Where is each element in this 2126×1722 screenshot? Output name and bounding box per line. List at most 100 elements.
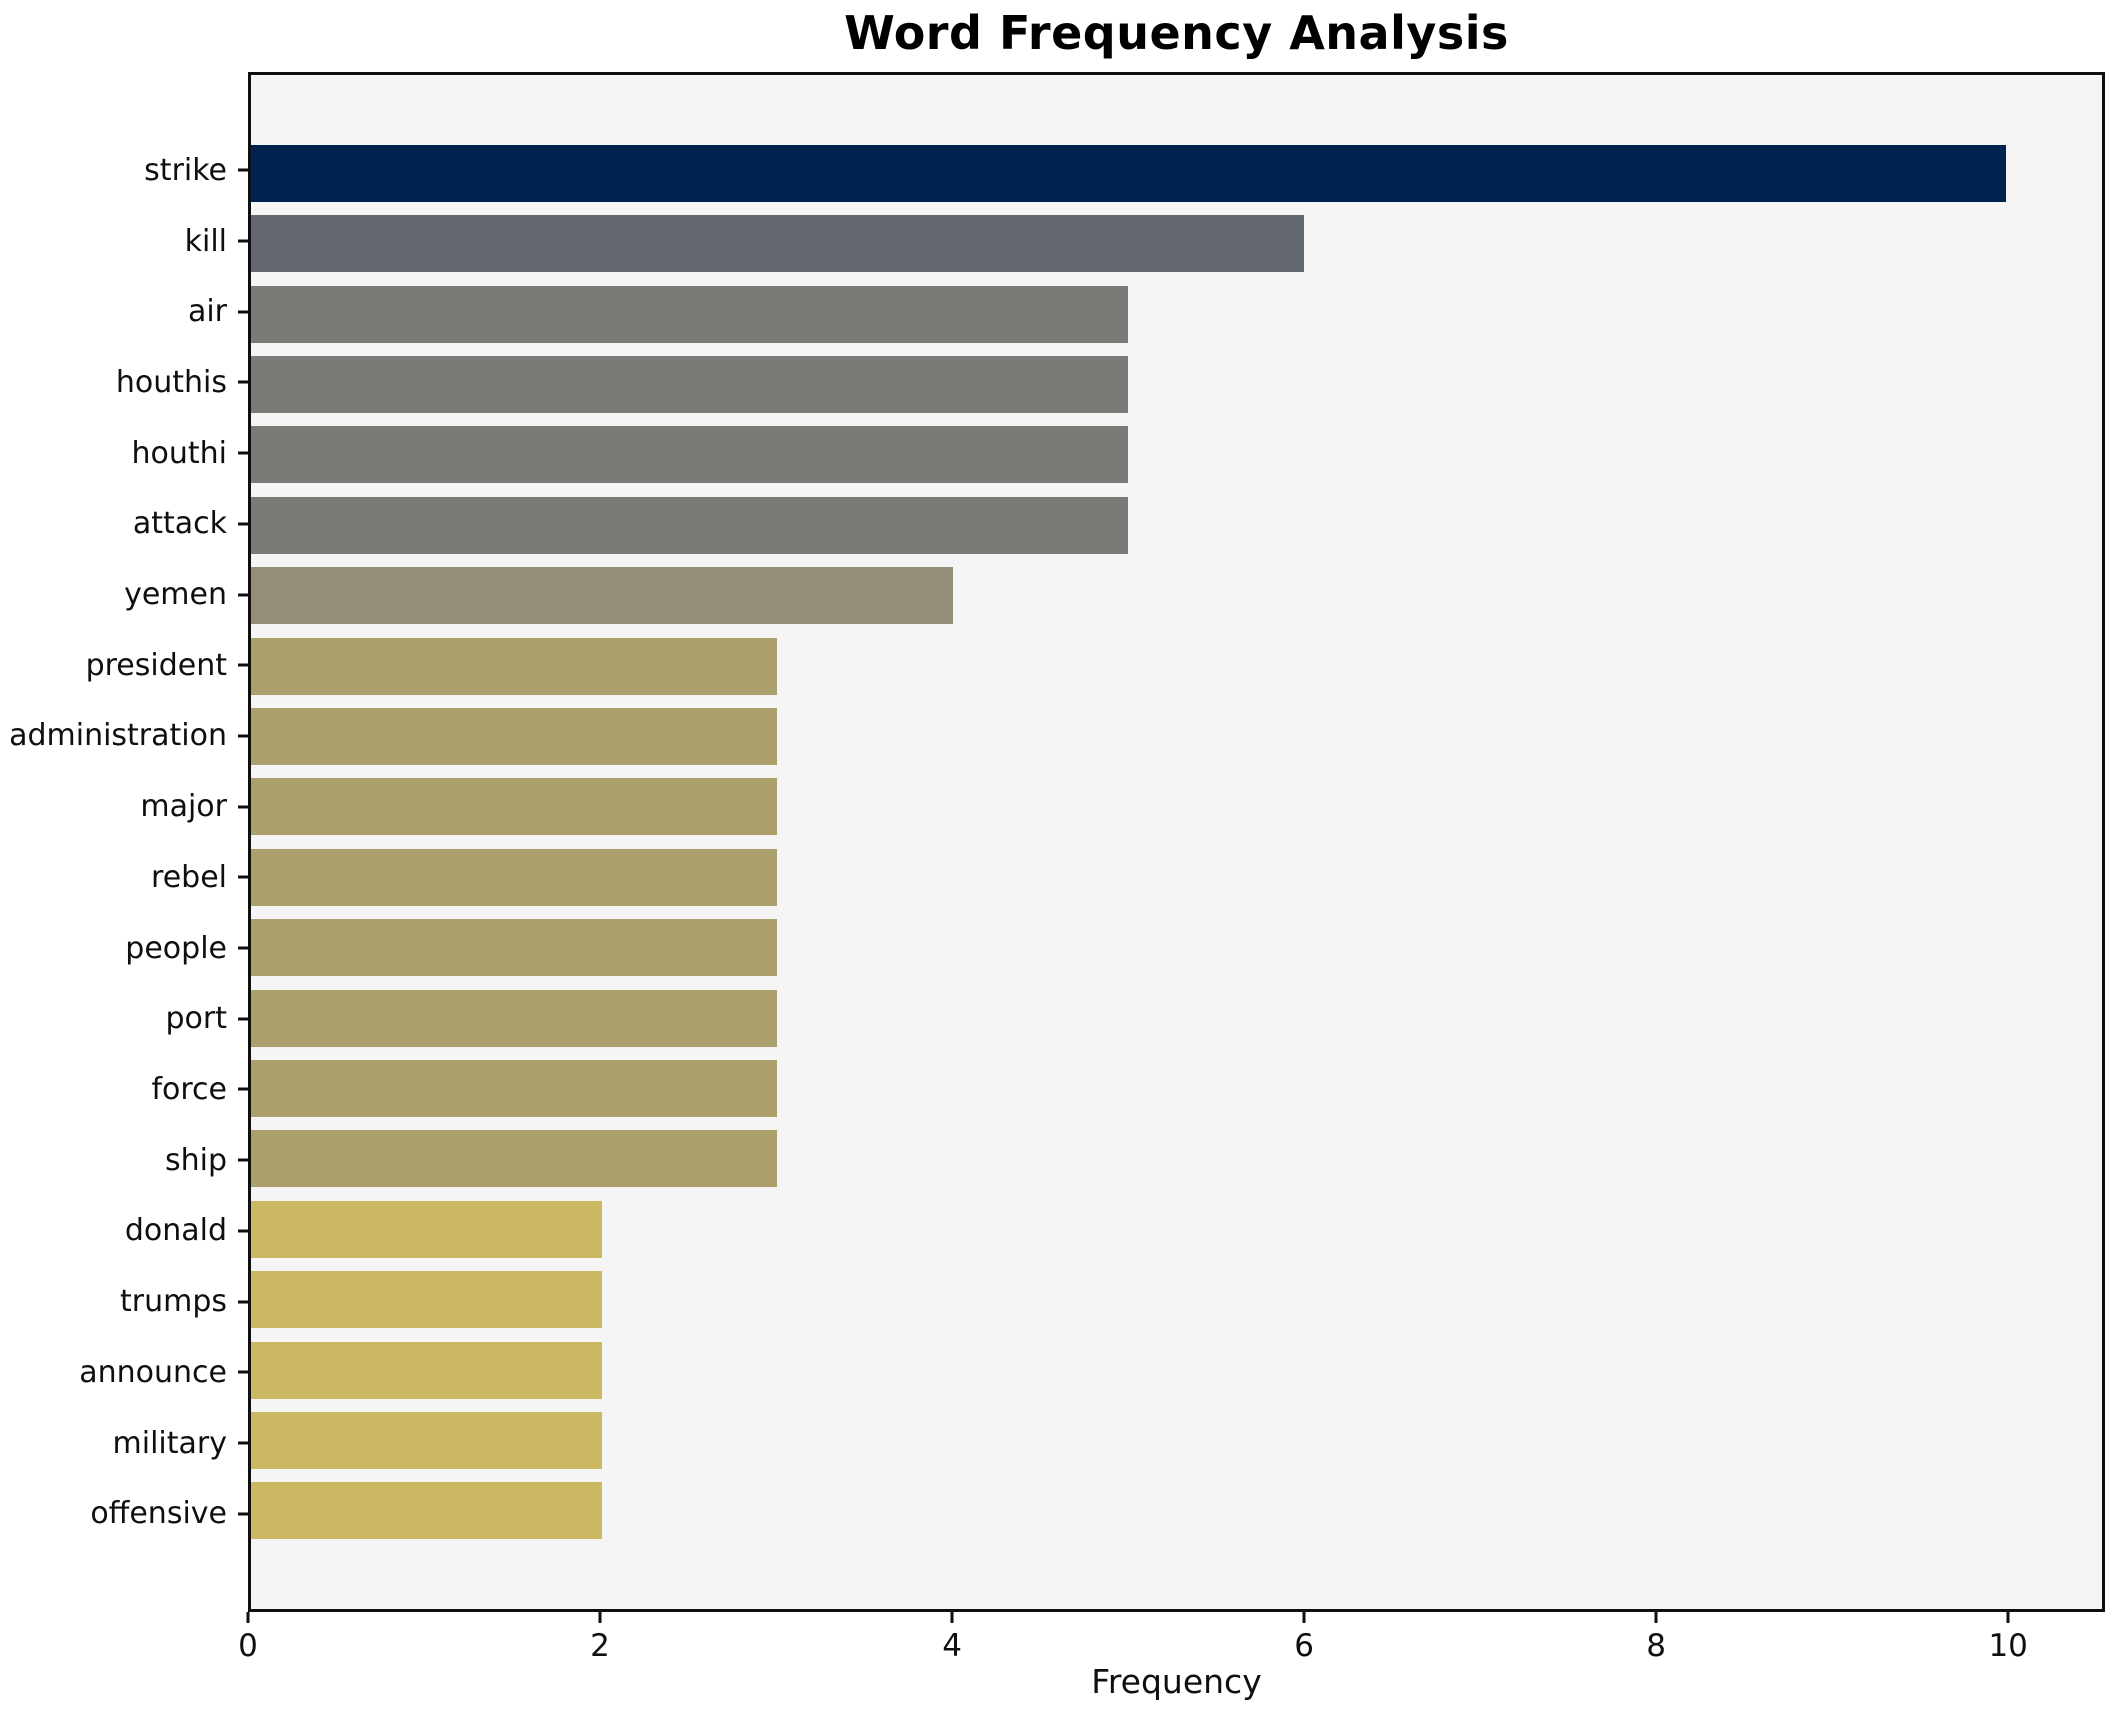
bar-donald <box>251 1200 602 1258</box>
y-tick-label-yemen: yemen <box>124 577 227 613</box>
y-label-row-people: people <box>0 913 248 984</box>
y-tick-label-donald: donald <box>124 1213 227 1249</box>
bar-row-major <box>251 772 2102 842</box>
y-label-row-air: air <box>0 276 248 347</box>
y-tick-label-military: military <box>112 1425 227 1461</box>
y-label-row-administration: administration <box>0 701 248 772</box>
y-tick-mark <box>238 168 248 172</box>
bar-row-yemen <box>251 560 2102 630</box>
x-tick-label-4: 4 <box>942 1628 962 1664</box>
y-tick-label-rebel: rebel <box>151 859 227 895</box>
bar-row-houthis <box>251 349 2102 419</box>
y-label-row-kill: kill <box>0 206 248 277</box>
bar-offensive <box>251 1482 602 1540</box>
y-tick-mark <box>238 1229 248 1233</box>
y-tick-label-ship: ship <box>164 1142 227 1178</box>
y-tick-mark <box>238 1441 248 1445</box>
y-tick-mark <box>238 239 248 243</box>
y-tick-label-president: president <box>85 647 227 683</box>
y-tick-label-kill: kill <box>184 223 227 259</box>
y-label-row-announce: announce <box>0 1337 248 1408</box>
bar-row-announce <box>251 1335 2102 1405</box>
y-label-row-donald: donald <box>0 1196 248 1267</box>
y-tick-label-port: port <box>165 1001 228 1037</box>
bar-administration <box>251 707 778 765</box>
y-label-row-port: port <box>0 983 248 1054</box>
bar-row-ship <box>251 1124 2102 1194</box>
y-label-row-president: president <box>0 630 248 701</box>
bar-ship <box>251 1130 778 1188</box>
bar-row-strike <box>251 138 2102 208</box>
y-tick-mark <box>238 1017 248 1021</box>
bar-row-offensive <box>251 1476 2102 1546</box>
y-label-row-houthi: houthi <box>0 418 248 489</box>
bar-row-president <box>251 631 2102 701</box>
bar-kill <box>251 215 1304 273</box>
y-label-row-trumps: trumps <box>0 1266 248 1337</box>
x-tick-mark <box>1302 1612 1306 1623</box>
y-tick-mark <box>238 734 248 738</box>
y-tick-mark <box>238 451 248 455</box>
bar-row-rebel <box>251 842 2102 912</box>
y-label-row-strike: strike <box>0 135 248 206</box>
y-label-row-houthis: houthis <box>0 347 248 418</box>
y-tick-label-announce: announce <box>79 1354 227 1390</box>
y-label-row-rebel: rebel <box>0 842 248 913</box>
bar-row-air <box>251 279 2102 349</box>
y-label-row-major: major <box>0 771 248 842</box>
bar-row-attack <box>251 490 2102 560</box>
y-tick-label-force: force <box>151 1071 227 1107</box>
x-tick-mark <box>2006 1612 2010 1623</box>
y-tick-label-major: major <box>140 789 227 825</box>
bar-row-force <box>251 1053 2102 1123</box>
y-tick-mark <box>238 875 248 879</box>
bar-president <box>251 637 778 695</box>
y-label-row-ship: ship <box>0 1125 248 1196</box>
bar-force <box>251 1059 778 1117</box>
y-tick-mark <box>238 663 248 667</box>
bar-rebel <box>251 848 778 906</box>
y-tick-mark <box>238 310 248 314</box>
y-label-row-force: force <box>0 1054 248 1125</box>
bar-strike <box>251 144 2006 202</box>
x-tick-mark <box>598 1612 602 1623</box>
x-tick-mark <box>1654 1612 1658 1623</box>
bar-attack <box>251 496 1129 554</box>
bar-houthi <box>251 426 1129 484</box>
y-label-row-military: military <box>0 1408 248 1479</box>
y-tick-mark <box>238 380 248 384</box>
y-tick-label-attack: attack <box>132 506 227 542</box>
y-tick-label-air: air <box>187 294 227 330</box>
bar-trumps <box>251 1271 602 1329</box>
bar-row-port <box>251 983 2102 1053</box>
y-tick-mark <box>238 522 248 526</box>
y-tick-mark <box>238 1370 248 1374</box>
x-axis: 0 2 4 6 8 10 <box>238 1612 2105 1672</box>
y-tick-label-houthi: houthi <box>131 435 228 471</box>
bar-series <box>251 75 2102 1609</box>
y-tick-label-strike: strike <box>144 152 227 188</box>
bar-row-military <box>251 1405 2102 1475</box>
bar-row-donald <box>251 1194 2102 1264</box>
bar-announce <box>251 1341 602 1399</box>
y-label-row-offensive: offensive <box>0 1478 248 1549</box>
bar-major <box>251 778 778 836</box>
y-tick-mark <box>238 946 248 950</box>
plot-area <box>248 72 2105 1612</box>
bar-port <box>251 989 778 1047</box>
y-tick-mark <box>238 1158 248 1162</box>
bar-row-administration <box>251 701 2102 771</box>
bar-people <box>251 919 778 977</box>
y-tick-label-offensive: offensive <box>90 1496 227 1532</box>
x-tick-mark <box>246 1612 250 1623</box>
bar-row-people <box>251 912 2102 982</box>
y-axis-labels: strike kill air houthis houthi attack yemen pre… <box>0 72 248 1612</box>
y-tick-mark <box>238 1512 248 1516</box>
y-tick-label-trumps: trumps <box>119 1284 227 1320</box>
bar-houthis <box>251 355 1129 413</box>
y-tick-label-houthis: houthis <box>115 364 227 400</box>
y-tick-mark <box>238 1300 248 1304</box>
bar-yemen <box>251 567 953 625</box>
x-axis-title: Frequency <box>1091 1662 1262 1701</box>
